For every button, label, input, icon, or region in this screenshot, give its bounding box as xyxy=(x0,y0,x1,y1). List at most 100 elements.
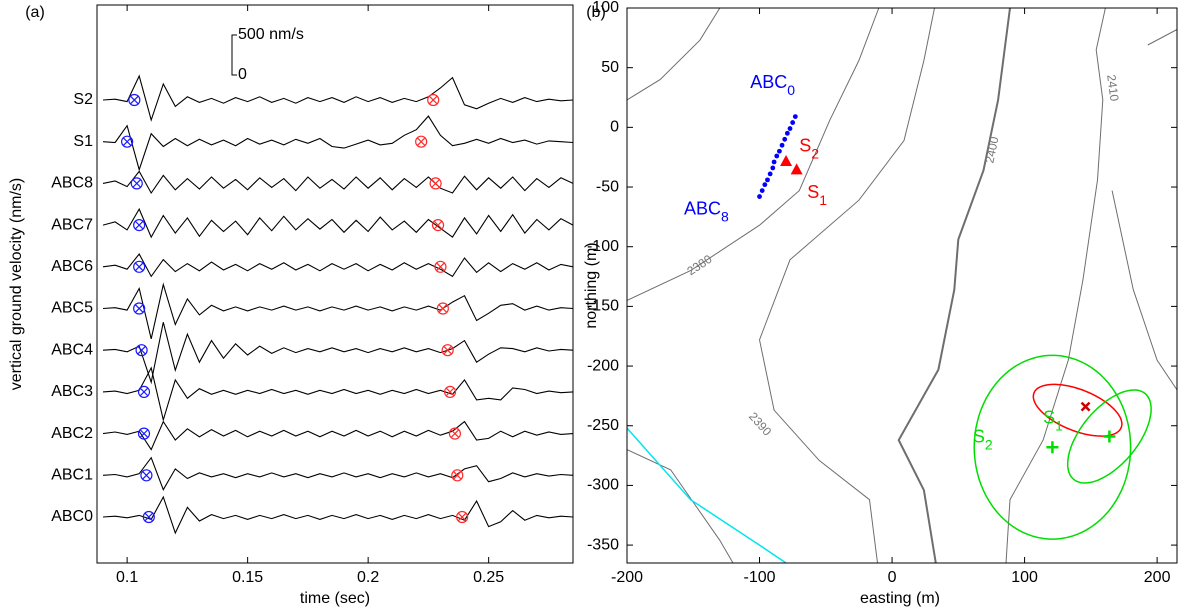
annotation-text: S xyxy=(799,135,811,155)
trace-label: ABC2 xyxy=(51,425,93,442)
station xyxy=(765,177,770,183)
annotation: S2 xyxy=(973,426,993,452)
scale-bar xyxy=(231,34,237,76)
y-tick-label: 100 xyxy=(592,0,619,16)
error-ellipse xyxy=(1032,383,1123,437)
scale-bar-zero: 0 xyxy=(238,66,247,83)
p-pick xyxy=(133,219,146,232)
source-triangle xyxy=(780,154,793,166)
station xyxy=(777,148,782,154)
s-pick xyxy=(441,344,454,357)
s-pick xyxy=(415,135,428,148)
trace-label: ABC7 xyxy=(51,216,93,233)
annotation-subscript: 1 xyxy=(1055,417,1063,433)
p-pick xyxy=(137,427,151,440)
source-triangle xyxy=(790,163,803,175)
annotation: S1 xyxy=(1043,407,1063,433)
scale-bar-label: 500 nm/s xyxy=(238,26,304,43)
y-tick-label: 0 xyxy=(610,119,619,136)
trace-label: ABC0 xyxy=(51,508,93,525)
s-pick xyxy=(448,427,462,440)
trace xyxy=(102,282,574,340)
x-tick-label: 0.2 xyxy=(357,569,379,586)
s-pick xyxy=(429,177,442,190)
annotation-text: ABC xyxy=(750,72,787,92)
s-pick xyxy=(436,302,449,315)
station xyxy=(779,142,785,148)
station xyxy=(759,188,765,194)
s-pick xyxy=(427,93,440,107)
s-pick xyxy=(434,260,447,273)
x-tick-label: 200 xyxy=(1144,569,1171,586)
x-tick-label: 0.1 xyxy=(116,569,138,586)
station xyxy=(782,136,788,142)
station xyxy=(770,165,776,171)
trace-label: ABC8 xyxy=(51,175,93,192)
p-pick xyxy=(140,469,153,482)
location-x xyxy=(1080,401,1091,412)
x-axis-label: time (sec) xyxy=(300,590,370,607)
x-tick-label: -200 xyxy=(611,569,643,586)
y-tick-label: -300 xyxy=(587,477,619,494)
contour-label: 2400 xyxy=(982,135,1001,164)
trace-label: ABC4 xyxy=(51,341,93,358)
station xyxy=(757,194,762,199)
trace xyxy=(102,322,574,385)
annotation: S2 xyxy=(799,135,819,161)
y-tick-label: -200 xyxy=(587,357,619,374)
p-pick xyxy=(133,302,146,315)
annotation-subscript: 2 xyxy=(985,436,993,452)
y-axis-label: northing (m) xyxy=(583,242,600,328)
error-ellipse xyxy=(1066,389,1152,484)
s-pick xyxy=(431,219,445,232)
annotation-text: ABC xyxy=(684,198,721,218)
y-tick-label: -350 xyxy=(587,536,619,553)
s-pick xyxy=(451,469,464,482)
y-tick-label: -250 xyxy=(587,417,619,434)
annotation-subscript: 2 xyxy=(811,145,819,161)
annotation-subscript: 1 xyxy=(819,192,827,208)
annotation-subscript: 0 xyxy=(787,82,795,98)
x-tick-label: -100 xyxy=(744,569,776,586)
annotation-text: S xyxy=(1043,407,1055,427)
y-tick-label: 50 xyxy=(601,59,619,76)
contour xyxy=(1005,8,1106,563)
trace-label: ABC5 xyxy=(51,300,93,317)
map-line xyxy=(627,427,787,563)
trace-label: S2 xyxy=(73,91,93,108)
s-pick xyxy=(456,510,469,524)
y-tick-label: -150 xyxy=(587,298,619,315)
y-tick-label: -50 xyxy=(596,178,619,195)
station xyxy=(767,171,773,177)
trace-label: ABC3 xyxy=(51,383,93,400)
annotation-subscript: 8 xyxy=(721,208,729,224)
station xyxy=(771,159,777,165)
station xyxy=(787,126,793,131)
p-pick xyxy=(142,510,155,524)
error-ellipse xyxy=(973,354,1132,540)
x-tick-label: 0.15 xyxy=(232,569,263,586)
p-pick xyxy=(137,385,151,398)
location-plus xyxy=(1046,441,1059,454)
trace xyxy=(102,207,574,239)
x-axis-label: easting (m) xyxy=(860,590,940,607)
contour xyxy=(897,8,1011,563)
panel-label: (a) xyxy=(25,4,45,21)
trace xyxy=(102,74,574,122)
annotation-text: S xyxy=(973,426,985,446)
map-line xyxy=(627,8,721,101)
contour-label: 2380 xyxy=(684,252,714,279)
station xyxy=(762,182,768,188)
station xyxy=(784,130,790,136)
annotation: S1 xyxy=(807,182,827,208)
p-pick xyxy=(133,260,146,273)
annotation: ABC0 xyxy=(750,72,795,98)
map-line xyxy=(627,449,734,563)
annotation-text: S xyxy=(807,182,819,202)
trace xyxy=(102,420,574,451)
station xyxy=(774,153,780,159)
y-axis-label: vertical ground velocity (nm/s) xyxy=(8,178,25,391)
